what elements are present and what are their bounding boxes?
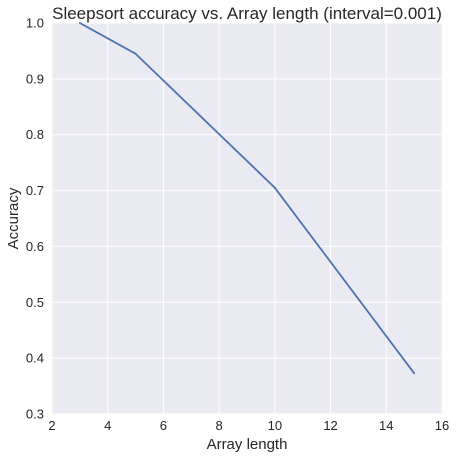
grid-lines [51, 22, 443, 415]
y-tick-label: 0.7 [26, 183, 44, 198]
data-point [273, 186, 276, 189]
y-axis-label: Accuracy [5, 187, 22, 249]
data-point [413, 372, 416, 375]
x-tick-label: 8 [216, 418, 223, 433]
y-tick-label: 0.9 [26, 71, 44, 86]
data-point [78, 22, 81, 24]
y-tick-label: 0.5 [26, 295, 44, 310]
series-layer [78, 22, 416, 375]
x-tick-label: 10 [268, 418, 282, 433]
x-tick-label: 16 [435, 418, 449, 433]
plot-area [52, 23, 442, 414]
x-tick-label: 14 [379, 418, 393, 433]
x-axis-label: Array length [207, 436, 288, 453]
tick-labels: 2 4 6 8 10 12 14 16 0.3 0.4 0.5 0.6 0.7 0.8 0.9 1.0 [26, 16, 449, 434]
y-tick-label: 0.6 [26, 239, 44, 254]
chart-title: Sleepsort accuracy vs. Array length (int… [52, 4, 442, 23]
x-tick-label: 4 [104, 418, 111, 433]
series-line [78, 22, 416, 375]
y-tick-label: 0.3 [26, 407, 44, 422]
x-tick-label: 2 [48, 418, 55, 433]
y-tick-label: 0.4 [26, 351, 44, 366]
x-tick-label: 12 [323, 418, 337, 433]
x-tick-label: 6 [160, 418, 167, 433]
y-tick-label: 1.0 [26, 16, 44, 31]
y-tick-label: 0.8 [26, 127, 44, 142]
data-point [134, 52, 137, 55]
